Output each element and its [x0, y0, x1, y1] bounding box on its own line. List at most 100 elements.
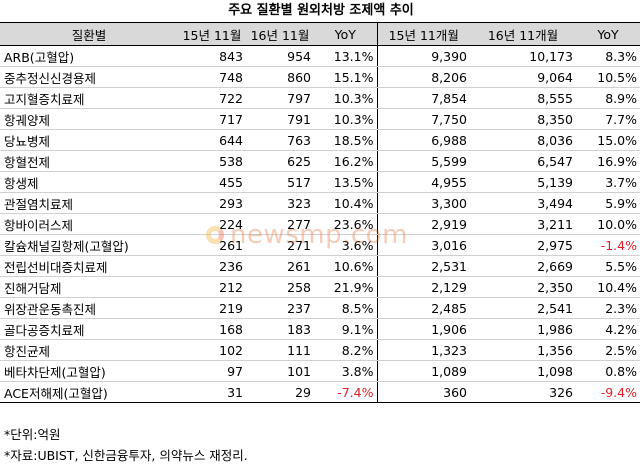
yoy-monthly-value: 10.3% — [314, 87, 377, 109]
yoy-cumulative-value: 16.9% — [576, 150, 640, 172]
header-row: 질환별 15년 11월 16년 11월 YoY 15년 11개월 16년 11개… — [0, 22, 640, 46]
nov-16-value: 261 — [246, 255, 314, 277]
yoy-monthly-value: -7.4% — [314, 381, 377, 403]
nov-15-value: 717 — [178, 108, 246, 130]
11m-15-value: 3,016 — [376, 234, 470, 256]
nov-15-value: 644 — [178, 129, 246, 151]
nov-15-value: 212 — [178, 276, 246, 298]
yoy-cumulative-value: -1.4% — [576, 234, 640, 256]
yoy-monthly-value: 3.8% — [314, 360, 377, 382]
nov-15-value: 843 — [178, 45, 246, 67]
11m-15-value: 1,906 — [376, 318, 470, 340]
11m-16-value: 8,350 — [470, 108, 576, 130]
header-yoy-cumulative: YoY — [576, 22, 640, 46]
yoy-monthly-value: 18.5% — [314, 129, 377, 151]
nov-16-value: 271 — [246, 234, 314, 256]
nov-16-value: 797 — [246, 87, 314, 109]
11m-15-value: 7,854 — [376, 87, 470, 109]
yoy-cumulative-value: 10.4% — [576, 276, 640, 298]
table-row: 당뇨병제 644 763 18.5% 6,988 8,036 15.0% — [0, 129, 640, 151]
footnotes: *단위:억원 *자료:UBIST, 신한금융투자, 의약뉴스 재정리. — [4, 424, 248, 466]
table-row: 항생제 455 517 13.5% 4,955 5,139 3.7% — [0, 171, 640, 193]
yoy-cumulative-value: 2.5% — [576, 339, 640, 361]
yoy-cumulative-value: 5.5% — [576, 255, 640, 277]
nov-15-value: 722 — [178, 87, 246, 109]
header-11m-16: 16년 11개월 — [470, 22, 576, 46]
nov-15-value: 236 — [178, 255, 246, 277]
disease-name: 항진균제 — [0, 339, 178, 361]
11m-15-value: 2,531 — [376, 255, 470, 277]
nov-16-value: 860 — [246, 66, 314, 88]
header-disease: 질환별 — [0, 22, 178, 46]
yoy-monthly-value: 10.3% — [314, 108, 377, 130]
yoy-cumulative-value: 10.0% — [576, 213, 640, 235]
yoy-cumulative-value: 4.2% — [576, 318, 640, 340]
nov-15-value: 219 — [178, 297, 246, 319]
yoy-cumulative-value: 7.7% — [576, 108, 640, 130]
11m-15-value: 1,323 — [376, 339, 470, 361]
yoy-monthly-value: 15.1% — [314, 66, 377, 88]
header-yoy-monthly: YoY — [314, 22, 377, 46]
11m-15-value: 7,750 — [376, 108, 470, 130]
table-row: 전립선비대증치료제 236 261 10.6% 2,531 2,669 5.5% — [0, 255, 640, 277]
11m-16-value: 1,986 — [470, 318, 576, 340]
source-note: *자료:UBIST, 신한금융투자, 의약뉴스 재정리. — [4, 448, 248, 463]
nov-16-value: 237 — [246, 297, 314, 319]
nov-15-value: 102 — [178, 339, 246, 361]
disease-name: 항혈전제 — [0, 150, 178, 172]
11m-15-value: 1,089 — [376, 360, 470, 382]
11m-15-value: 2,485 — [376, 297, 470, 319]
11m-16-value: 8,555 — [470, 87, 576, 109]
disease-name: 고지혈증치료제 — [0, 87, 178, 109]
table-row: 진해거담제 212 258 21.9% 2,129 2,350 10.4% — [0, 276, 640, 298]
nov-16-value: 625 — [246, 150, 314, 172]
table-row: 항바이러스제 224 277 23.6% 2,919 3,211 10.0% — [0, 213, 640, 235]
table-row: 위장관운동촉진제 219 237 8.5% 2,485 2,541 2.3% — [0, 297, 640, 319]
table-row: 칼슘채널길항제(고혈압) 261 271 3.6% 3,016 2,975 -1.4% — [0, 234, 640, 256]
disease-name: ACE저해제(고혈압) — [0, 381, 178, 403]
11m-15-value: 3,300 — [376, 192, 470, 214]
nov-15-value: 538 — [178, 150, 246, 172]
yoy-monthly-value: 16.2% — [314, 150, 377, 172]
disease-name: 항궤양제 — [0, 108, 178, 130]
prescription-table: 질환별 15년 11월 16년 11월 YoY 15년 11개월 16년 11개… — [0, 22, 640, 403]
11m-15-value: 5,599 — [376, 150, 470, 172]
nov-16-value: 791 — [246, 108, 314, 130]
11m-15-value: 6,988 — [376, 129, 470, 151]
yoy-monthly-value: 8.2% — [314, 339, 377, 361]
header-11m-15: 15년 11개월 — [376, 22, 470, 46]
11m-15-value: 9,390 — [376, 45, 470, 67]
11m-15-value: 8,206 — [376, 66, 470, 88]
nov-16-value: 954 — [246, 45, 314, 67]
11m-16-value: 2,975 — [470, 234, 576, 256]
nov-15-value: 748 — [178, 66, 246, 88]
disease-name: 중추정신신경용제 — [0, 66, 178, 88]
yoy-cumulative-value: 8.3% — [576, 45, 640, 67]
header-nov-16: 16년 11월 — [246, 22, 314, 46]
disease-name: 항생제 — [0, 171, 178, 193]
disease-name: 당뇨병제 — [0, 129, 178, 151]
nov-16-value: 101 — [246, 360, 314, 382]
disease-name: 골다공증치료제 — [0, 318, 178, 340]
yoy-cumulative-value: 5.9% — [576, 192, 640, 214]
11m-15-value: 2,919 — [376, 213, 470, 235]
nov-16-value: 258 — [246, 276, 314, 298]
11m-16-value: 1,356 — [470, 339, 576, 361]
11m-16-value: 3,494 — [470, 192, 576, 214]
11m-16-value: 326 — [470, 381, 576, 403]
table-row: 베타차단제(고혈압) 97 101 3.8% 1,089 1,098 0.8% — [0, 360, 640, 382]
table-row: ACE저해제(고혈압) 31 29 -7.4% 360 326 -9.4% — [0, 381, 640, 403]
11m-16-value: 2,541 — [470, 297, 576, 319]
11m-16-value: 10,173 — [470, 45, 576, 67]
yoy-cumulative-value: 8.9% — [576, 87, 640, 109]
yoy-monthly-value: 9.1% — [314, 318, 377, 340]
11m-16-value: 1,098 — [470, 360, 576, 382]
nov-15-value: 224 — [178, 213, 246, 235]
nov-16-value: 323 — [246, 192, 314, 214]
nov-16-value: 29 — [246, 381, 314, 403]
yoy-monthly-value: 10.4% — [314, 192, 377, 214]
nov-15-value: 261 — [178, 234, 246, 256]
nov-16-value: 517 — [246, 171, 314, 193]
table-row: 항진균제 102 111 8.2% 1,323 1,356 2.5% — [0, 339, 640, 361]
table-row: 항궤양제 717 791 10.3% 7,750 8,350 7.7% — [0, 108, 640, 130]
